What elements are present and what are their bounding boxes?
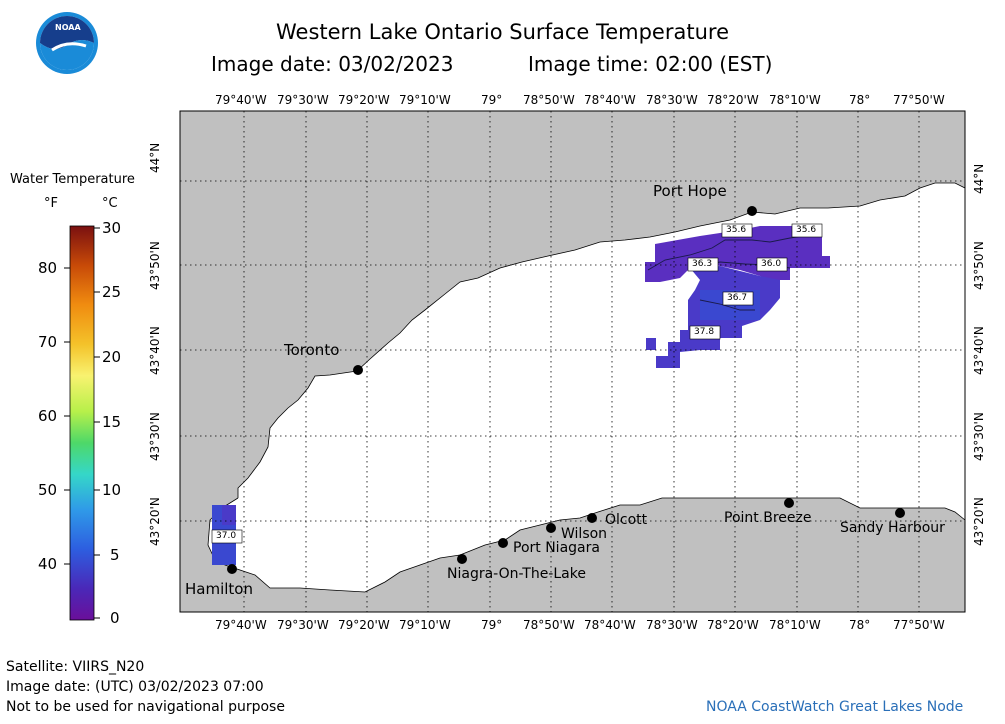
lon-label-bottom: 77°50'W: [893, 618, 945, 632]
lon-label-top: 79°10'W: [399, 93, 451, 107]
lon-label-bottom: 79°30'W: [277, 618, 329, 632]
legend-f-tick: 50: [38, 481, 58, 499]
image-time-label: Image time: 02:00 (EST): [528, 52, 773, 76]
lon-label-top: 78°: [849, 93, 871, 107]
lon-label-bottom: 79°20'W: [338, 618, 390, 632]
lon-label-top: 77°50'W: [893, 93, 945, 107]
lat-label-left: 44°N: [148, 142, 162, 173]
legend-unit-c: °C: [102, 196, 118, 211]
lon-label-top: 78°10'W: [769, 93, 821, 107]
noaa-logo-text: NOAA: [55, 23, 81, 32]
legend-c-tick: 20: [102, 348, 122, 366]
lon-label-top: 79°: [481, 93, 503, 107]
lon-label-bottom: 78°50'W: [523, 618, 575, 632]
city-markers: [227, 206, 905, 574]
marker-niagara-on-the-lake: [457, 554, 467, 564]
lat-label-left: 43°50'N: [148, 241, 162, 290]
lon-label-top: 79°30'W: [277, 93, 329, 107]
legend-f-tick: 40: [38, 555, 58, 573]
contour-label: 37.0: [216, 531, 237, 541]
color-bar: [69, 225, 95, 621]
lon-label-bottom: 78°: [849, 618, 871, 632]
marker-point-breeze: [784, 498, 794, 508]
lat-label-right: 43°20'N: [972, 497, 986, 546]
contour-label: 35.6: [796, 225, 817, 235]
lat-label-right: 43°30'N: [972, 412, 986, 461]
lat-label-right: 44°N: [972, 163, 986, 194]
place-label-hamilton: Hamilton: [185, 580, 253, 598]
footer-disclaimer: Not to be used for navigational purpose: [6, 699, 285, 715]
place-label-port-hope: Port Hope: [653, 182, 727, 200]
map-frame: [179, 110, 966, 613]
legend-c-tick: 15: [102, 413, 122, 431]
lon-label-top: 78°20'W: [707, 93, 759, 107]
lon-label-top: 79°20'W: [338, 93, 390, 107]
place-label-olcott: Olcott: [605, 512, 648, 528]
lon-label-top: 78°30'W: [646, 93, 698, 107]
place-label-point-breeze: Point Breeze: [724, 510, 812, 526]
lon-label-bottom: 78°20'W: [707, 618, 759, 632]
legend-f-tick: 70: [38, 333, 58, 351]
lat-label-left: 43°20'N: [148, 497, 162, 546]
legend-unit-f: °F: [44, 196, 58, 211]
footer-utc-date: Image date: (UTC) 03/02/2023 07:00: [6, 679, 264, 695]
legend-title: Water Temperature: [10, 172, 135, 187]
contour-label: 36.0: [761, 259, 782, 269]
marker-wilson: [546, 523, 556, 533]
legend-c-tick: 25: [102, 283, 122, 301]
footer-credit: NOAA CoastWatch Great Lakes Node: [706, 699, 964, 715]
marker-sandy-harbour: [895, 508, 905, 518]
place-label-wilson: Wilson: [561, 526, 608, 542]
legend-c-tick: 10: [102, 481, 122, 499]
contour-label: 35.6: [726, 225, 747, 235]
lon-label-bottom: 78°30'W: [646, 618, 698, 632]
lon-label-bottom: 79°40'W: [215, 618, 267, 632]
lat-label-right: 43°40'N: [972, 326, 986, 375]
coastline: [207, 182, 966, 593]
lon-label-top: 79°40'W: [215, 93, 267, 107]
lon-label-top: 78°40'W: [584, 93, 636, 107]
place-label-niagara-on-the-lake: Niagra-On-The-Lake: [447, 566, 586, 582]
lon-label-bottom: 79°: [481, 618, 503, 632]
place-label-sandy-harbour: Sandy Harbour: [840, 520, 945, 536]
legend-c-tick: 30: [102, 219, 122, 237]
marker-port-hope: [747, 206, 757, 216]
place-label-toronto: Toronto: [284, 341, 340, 359]
contour-label-boxes: [211, 223, 823, 544]
marker-hamilton: [227, 564, 237, 574]
contour-label: 36.7: [727, 293, 748, 303]
marker-olcott: [587, 513, 597, 523]
map-title: Western Lake Ontario Surface Temperature: [275, 20, 729, 44]
lon-label-top: 78°50'W: [523, 93, 575, 107]
lon-label-bottom: 78°10'W: [769, 618, 821, 632]
contour-label: 37.8: [694, 327, 715, 337]
noaa-logo: [36, 12, 98, 74]
legend-c-tick: 5: [110, 546, 120, 564]
place-label-port-niagara: Port Niagara: [513, 540, 600, 556]
lat-label-right: 43°50'N: [972, 241, 986, 290]
lon-label-bottom: 78°40'W: [584, 618, 636, 632]
lat-label-left: 43°40'N: [148, 326, 162, 375]
legend-f-tick: 80: [38, 259, 58, 277]
legend-f-tick: 60: [38, 407, 58, 425]
contour-label: 36.3: [692, 259, 713, 269]
marker-port-niagara: [498, 538, 508, 548]
lon-label-bottom: 79°10'W: [399, 618, 451, 632]
graticule: [180, 111, 965, 612]
marker-toronto: [353, 365, 363, 375]
legend-c-tick: 0: [110, 609, 120, 627]
image-date-label: Image date: 03/02/2023: [211, 52, 454, 76]
lat-label-left: 43°30'N: [148, 412, 162, 461]
footer-satellite: Satellite: VIIRS_N20: [6, 659, 145, 675]
color-bar-ticks: [64, 227, 100, 619]
